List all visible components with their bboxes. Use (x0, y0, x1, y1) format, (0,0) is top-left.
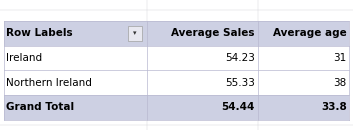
Bar (258, 95, 349, 120)
Bar (4, 70, 147, 95)
Text: 54.44: 54.44 (222, 102, 255, 112)
Text: Ireland: Ireland (6, 53, 42, 63)
Text: 54.23: 54.23 (225, 53, 255, 63)
Bar (258, 70, 349, 95)
Text: Grand Total: Grand Total (6, 102, 74, 112)
Bar (258, 21, 349, 46)
Bar (147, 70, 258, 95)
Text: 33.8: 33.8 (321, 102, 347, 112)
Bar (147, 95, 258, 120)
Text: ▾: ▾ (133, 30, 137, 36)
Bar (4, 21, 147, 46)
Bar (4, 46, 147, 70)
Bar (258, 46, 349, 70)
Text: Row Labels: Row Labels (6, 28, 73, 38)
Bar (128, 26, 142, 41)
Bar (4, 95, 147, 120)
Text: 38: 38 (333, 78, 347, 87)
Bar (147, 21, 258, 46)
Text: Average Sales: Average Sales (172, 28, 255, 38)
Text: Average age: Average age (273, 28, 347, 38)
Bar (147, 46, 258, 70)
Text: 55.33: 55.33 (225, 78, 255, 87)
Text: Northern Ireland: Northern Ireland (6, 78, 92, 87)
Text: 31: 31 (333, 53, 347, 63)
